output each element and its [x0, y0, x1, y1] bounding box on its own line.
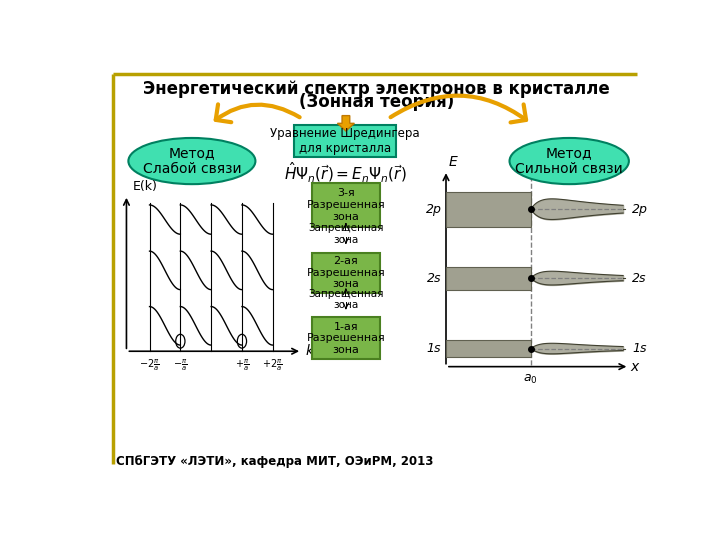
- Text: Энергетический спектр электронов в кристалле: Энергетический спектр электронов в крист…: [143, 80, 610, 98]
- Text: $+\frac{\pi}{a}$: $+\frac{\pi}{a}$: [235, 357, 249, 373]
- FancyBboxPatch shape: [312, 183, 379, 227]
- Text: k: k: [305, 344, 313, 358]
- Text: $a_0$: $a_0$: [523, 373, 538, 386]
- Text: 2s: 2s: [427, 272, 441, 285]
- Text: Запрещенная
зона: Запрещенная зона: [308, 289, 384, 310]
- Bar: [446, 267, 531, 289]
- Text: $-2\frac{\pi}{a}$: $-2\frac{\pi}{a}$: [139, 357, 160, 373]
- Text: 2-ая
Разрешенная
зона: 2-ая Разрешенная зона: [307, 256, 385, 289]
- Text: 3-я
Разрешенная
зона: 3-я Разрешенная зона: [307, 188, 385, 221]
- Text: СПбГЭТУ «ЛЭТИ», кафедра МИТ, ОЭиРМ, 2013: СПбГЭТУ «ЛЭТИ», кафедра МИТ, ОЭиРМ, 2013: [117, 455, 434, 468]
- FancyArrowPatch shape: [216, 104, 300, 122]
- Text: x: x: [631, 360, 639, 374]
- Text: 2p: 2p: [426, 202, 441, 215]
- Text: 2p: 2p: [632, 202, 648, 215]
- Text: $\hat{H}\Psi_n(\vec{r}) = E_n\Psi_n(\vec{r})$: $\hat{H}\Psi_n(\vec{r}) = E_n\Psi_n(\vec…: [284, 160, 407, 185]
- Text: 1s: 1s: [632, 342, 647, 355]
- FancyBboxPatch shape: [312, 317, 379, 359]
- Bar: [446, 340, 531, 357]
- Text: $-\frac{\pi}{a}$: $-\frac{\pi}{a}$: [174, 357, 187, 373]
- Ellipse shape: [128, 138, 256, 184]
- Text: Запрещенная
зона: Запрещенная зона: [308, 224, 384, 245]
- FancyBboxPatch shape: [294, 125, 396, 157]
- Text: Метод
Слабой связи: Метод Слабой связи: [143, 146, 241, 176]
- Text: (Зонная теория): (Зонная теория): [299, 93, 454, 111]
- Text: 2s: 2s: [632, 272, 647, 285]
- Text: E(k): E(k): [132, 180, 158, 193]
- Text: Уравнение Шредингера
для кристалла: Уравнение Шредингера для кристалла: [270, 127, 420, 155]
- Text: $+2\frac{\pi}{a}$: $+2\frac{\pi}{a}$: [263, 357, 283, 373]
- FancyArrow shape: [338, 116, 354, 131]
- Bar: [446, 192, 531, 226]
- Text: E: E: [449, 155, 458, 168]
- Text: Метод
Сильной связи: Метод Сильной связи: [516, 146, 623, 176]
- Text: 1s: 1s: [427, 342, 441, 355]
- FancyArrowPatch shape: [390, 96, 526, 123]
- Text: 1-ая
Разрешенная
зона: 1-ая Разрешенная зона: [307, 321, 385, 355]
- FancyBboxPatch shape: [312, 253, 379, 293]
- Ellipse shape: [510, 138, 629, 184]
